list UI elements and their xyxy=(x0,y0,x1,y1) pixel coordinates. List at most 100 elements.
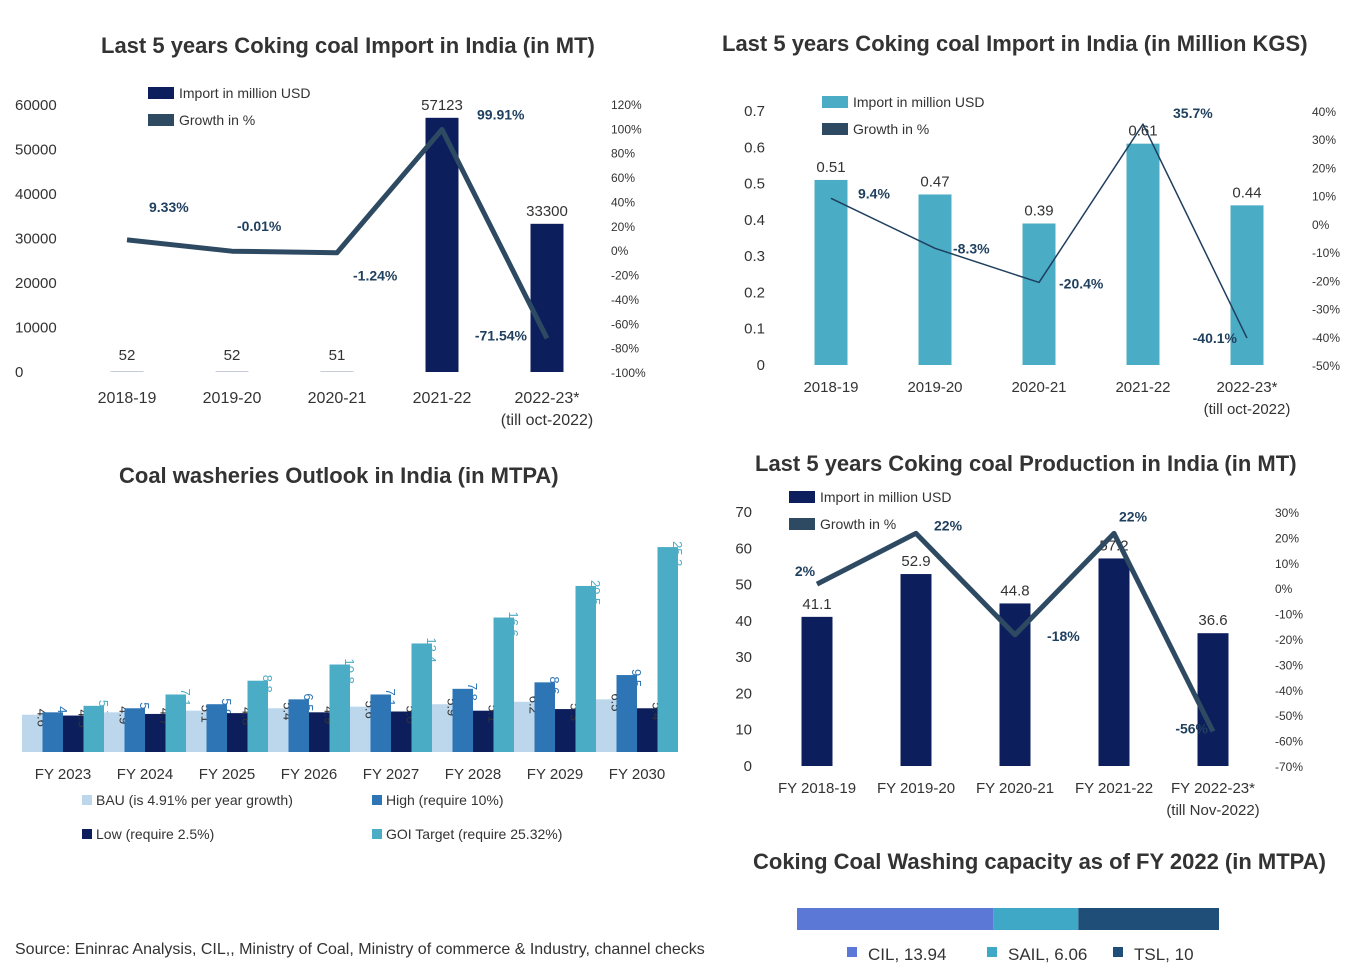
y-tick-label: 50 xyxy=(735,577,752,594)
y2-tick-label: 0% xyxy=(1275,582,1293,596)
x-tick-label: 2018-19 xyxy=(98,390,157,407)
washery-bar xyxy=(268,708,289,752)
x-tick-sublabel: (till oct-2022) xyxy=(501,412,593,429)
y-tick-label: 10 xyxy=(735,722,752,739)
bar xyxy=(1230,205,1264,365)
y2-tick-label: -70% xyxy=(1275,760,1303,774)
legend-swatch xyxy=(148,87,174,99)
legend-swatch xyxy=(82,829,92,839)
y-tick-label: 60000 xyxy=(15,97,57,114)
bar-value-label: 52.9 xyxy=(901,553,930,570)
washery-bar xyxy=(227,713,248,752)
washery-value-label: 7.8 xyxy=(465,683,480,701)
washery-bar xyxy=(391,711,412,752)
legend-label: Import in million USD xyxy=(179,85,310,101)
x-tick-label: FY 2023 xyxy=(35,766,91,783)
washery-bar xyxy=(309,712,330,752)
y-tick-label: 0.7 xyxy=(744,103,765,120)
washery-bar xyxy=(493,617,514,752)
legend-label: High (require 10%) xyxy=(386,792,504,808)
washery-bar xyxy=(596,699,617,752)
growth-value-label: 35.7% xyxy=(1173,105,1213,121)
washery-bar xyxy=(514,701,535,752)
growth-value-label: 99.91% xyxy=(477,106,525,122)
legend-swatch xyxy=(372,829,382,839)
legend-swatch xyxy=(372,795,382,805)
capacity-segment xyxy=(993,908,1079,930)
washery-value-label: 13.4 xyxy=(424,637,439,662)
washery-value-label: 25.3 xyxy=(670,541,685,566)
washery-value-label: 16.6 xyxy=(506,612,521,637)
y2-tick-label: 0% xyxy=(611,244,629,258)
washery-bar xyxy=(432,704,453,752)
bar xyxy=(530,223,564,372)
growth-line xyxy=(126,126,550,340)
y2-tick-label: 30% xyxy=(1275,506,1299,520)
washery-bar xyxy=(452,688,473,752)
bar xyxy=(1022,223,1056,365)
y-tick-label: 0.6 xyxy=(744,139,765,156)
x-tick-label: FY 2025 xyxy=(199,766,255,783)
growth-value-label: 22% xyxy=(1119,508,1148,524)
bar-value-label: 0.39 xyxy=(1024,202,1053,219)
legend-label: Import in million USD xyxy=(820,489,951,505)
y2-tick-label: 10% xyxy=(1312,190,1336,204)
growth-value-label: -71.54% xyxy=(475,327,528,343)
washery-value-label: 8.8 xyxy=(260,675,275,693)
washery-value-label: 7.1 xyxy=(178,688,193,706)
x-tick-label: 2022-23* xyxy=(515,390,580,407)
bar xyxy=(999,603,1031,766)
y2-tick-label: 80% xyxy=(611,147,635,161)
growth-value-label: -20.4% xyxy=(1059,275,1104,291)
bar-value-label: 52 xyxy=(224,347,241,364)
y2-tick-label: 20% xyxy=(1312,161,1336,175)
y2-tick-label: -50% xyxy=(1312,359,1340,373)
washery-bar xyxy=(63,715,84,752)
bar-value-label: 51 xyxy=(329,347,346,364)
y-tick-label: 30 xyxy=(735,649,752,666)
growth-value-label: 2% xyxy=(795,563,816,579)
growth-value-label: -56% xyxy=(1175,720,1208,736)
chart4-title: Last 5 years Coking coal Production in I… xyxy=(755,451,1297,476)
chart3-title: Coal washeries Outlook in India (in MTPA… xyxy=(119,463,559,488)
washery-bar xyxy=(411,643,432,752)
washery-bar xyxy=(42,712,63,752)
y2-tick-label: -20% xyxy=(611,269,639,283)
y-tick-label: 20 xyxy=(735,685,752,702)
y2-tick-label: 120% xyxy=(611,98,642,112)
legend-label: Growth in % xyxy=(853,121,929,137)
washery-value-label: 6.5 xyxy=(301,693,316,711)
chart1-title: Last 5 years Coking coal Import in India… xyxy=(101,33,595,58)
y-tick-label: 50000 xyxy=(15,142,57,159)
washery-bar xyxy=(247,680,268,752)
bar xyxy=(814,179,848,365)
washery-bar xyxy=(206,704,227,752)
y-tick-label: 20000 xyxy=(15,275,57,292)
y-tick-label: 0.4 xyxy=(744,212,765,229)
x-tick-label: 2020-21 xyxy=(308,390,367,407)
washery-value-label: 20.5 xyxy=(588,580,603,605)
bar xyxy=(918,194,952,365)
y2-tick-label: -40% xyxy=(1275,684,1303,698)
y-tick-label: 40 xyxy=(735,613,752,630)
legend-label: SAIL, 6.06 xyxy=(1008,945,1087,964)
x-tick-label: FY 2024 xyxy=(117,766,173,783)
x-tick-sublabel: (till Nov-2022) xyxy=(1166,802,1259,819)
legend-swatch xyxy=(847,947,857,957)
y-tick-label: 0.2 xyxy=(744,284,765,301)
washery-bar xyxy=(350,706,371,752)
legend-swatch xyxy=(822,96,848,108)
x-tick-label: 2021-22 xyxy=(413,390,472,407)
y-tick-label: 60 xyxy=(735,540,752,557)
growth-value-label: 9.4% xyxy=(858,185,890,201)
y2-tick-label: -40% xyxy=(1312,331,1340,345)
washery-value-label: 9.5 xyxy=(629,669,644,687)
washery-bar xyxy=(473,710,494,752)
washery-bar xyxy=(370,694,391,752)
chart2-title: Last 5 years Coking coal Import in India… xyxy=(722,31,1308,56)
bar xyxy=(1126,143,1160,365)
y2-tick-label: -50% xyxy=(1275,709,1303,723)
y2-tick-label: -60% xyxy=(1275,735,1303,749)
washery-value-label: 5.9 xyxy=(219,698,234,716)
